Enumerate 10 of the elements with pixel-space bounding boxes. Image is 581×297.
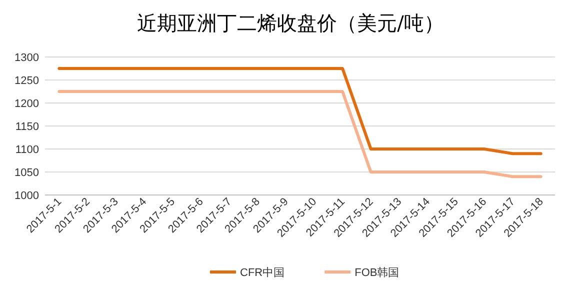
chart-title: 近期亚洲丁二烯收盘价（美元/吨） bbox=[137, 11, 444, 35]
y-tick-label: 1150 bbox=[15, 121, 39, 133]
legend-label: FOB韩国 bbox=[354, 266, 400, 279]
y-tick-label: 1250 bbox=[14, 75, 39, 87]
legend-label: CFR中国 bbox=[240, 266, 285, 279]
y-tick-label: 1000 bbox=[14, 190, 39, 202]
y-tick-label: 1200 bbox=[14, 98, 39, 110]
y-tick-label: 1100 bbox=[15, 144, 39, 156]
y-tick-label: 1300 bbox=[14, 52, 39, 64]
y-tick-label: 1050 bbox=[14, 167, 39, 179]
